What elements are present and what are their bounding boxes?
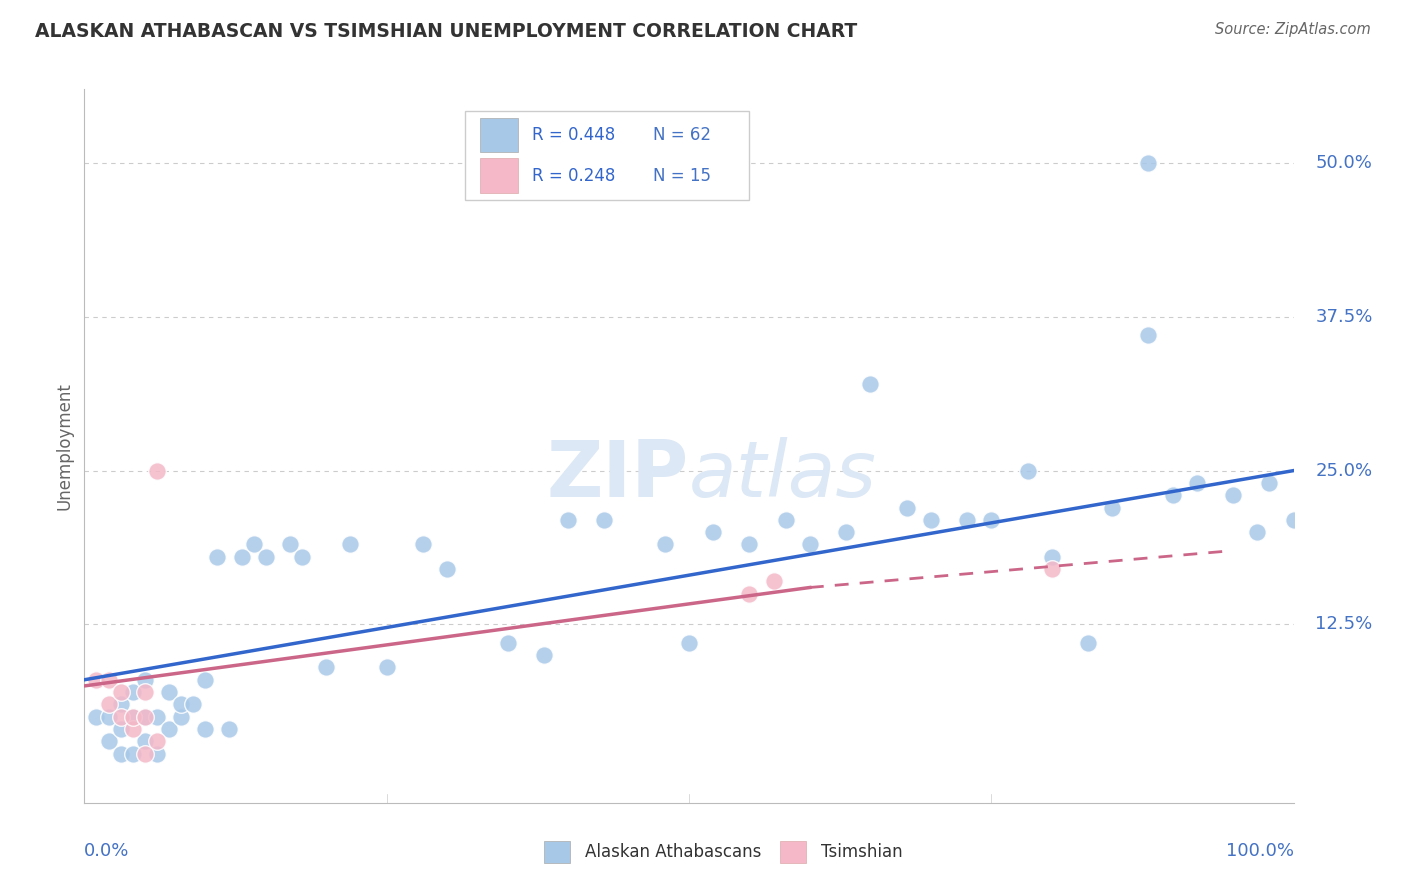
Point (533, 648, 555, 662)
Point (170, 698, 193, 712)
Point (134, 685, 156, 699)
Point (1137, 328, 1160, 343)
Point (86, 673, 108, 687)
Point (170, 709, 193, 723)
Point (134, 709, 156, 723)
Point (1017, 464, 1039, 478)
Point (835, 525, 858, 540)
Point (678, 636, 700, 650)
Point (146, 709, 169, 723)
Point (146, 464, 169, 478)
Text: 37.5%: 37.5% (1315, 308, 1372, 326)
Text: R = 0.448: R = 0.448 (531, 126, 614, 144)
Point (134, 709, 156, 723)
Point (1185, 475, 1208, 490)
Text: 12.5%: 12.5% (1315, 615, 1372, 633)
Point (121, 747, 143, 761)
Y-axis label: Unemployment: Unemployment (55, 382, 73, 510)
Point (134, 747, 156, 761)
Text: Alaskan Athabascans: Alaskan Athabascans (585, 843, 761, 861)
FancyBboxPatch shape (479, 159, 519, 193)
Point (242, 537, 264, 551)
Point (593, 513, 616, 527)
Point (1077, 636, 1099, 650)
Text: atlas: atlas (689, 436, 877, 513)
Text: N = 62: N = 62 (652, 126, 710, 144)
Point (231, 549, 253, 564)
Point (1246, 525, 1268, 540)
Text: Source: ZipAtlas.com: Source: ZipAtlas.com (1215, 22, 1371, 37)
Point (1282, 513, 1305, 527)
Point (436, 562, 458, 576)
Point (181, 698, 204, 712)
Point (97, 709, 120, 723)
Point (134, 673, 156, 687)
Point (97, 734, 120, 748)
Point (654, 537, 676, 551)
Point (775, 513, 797, 527)
Point (218, 722, 240, 736)
Point (1040, 562, 1063, 576)
Point (1101, 500, 1123, 515)
Point (121, 709, 143, 723)
Text: R = 0.248: R = 0.248 (531, 167, 614, 185)
Point (110, 747, 132, 761)
Text: Tsimshian: Tsimshian (821, 843, 903, 861)
Point (593, 156, 616, 170)
Point (412, 537, 434, 551)
Point (920, 513, 942, 527)
Point (1040, 549, 1063, 564)
Point (194, 673, 217, 687)
Point (254, 549, 277, 564)
Point (702, 525, 724, 540)
Point (375, 660, 398, 674)
Point (121, 709, 143, 723)
Point (278, 537, 301, 551)
Point (97, 673, 120, 687)
Point (339, 537, 361, 551)
Point (157, 722, 180, 736)
Point (859, 377, 882, 392)
Point (110, 698, 132, 712)
Text: ALASKAN ATHABASCAN VS TSIMSHIAN UNEMPLOYMENT CORRELATION CHART: ALASKAN ATHABASCAN VS TSIMSHIAN UNEMPLOY… (35, 22, 858, 41)
Point (738, 537, 761, 551)
Point (134, 734, 156, 748)
Point (980, 513, 1002, 527)
Point (557, 513, 579, 527)
Point (146, 734, 169, 748)
Point (194, 722, 217, 736)
FancyBboxPatch shape (479, 118, 519, 152)
Point (762, 574, 785, 589)
Point (1137, 156, 1160, 170)
Point (896, 500, 918, 515)
Point (110, 709, 132, 723)
Point (110, 722, 132, 736)
Text: 25.0%: 25.0% (1315, 461, 1372, 480)
FancyBboxPatch shape (779, 840, 806, 863)
Point (207, 549, 229, 564)
Text: 100.0%: 100.0% (1226, 842, 1294, 860)
Text: 50.0%: 50.0% (1315, 154, 1372, 172)
Point (121, 722, 143, 736)
FancyBboxPatch shape (465, 111, 749, 200)
Text: 0.0%: 0.0% (84, 842, 129, 860)
Point (1161, 488, 1184, 502)
Point (86, 709, 108, 723)
FancyBboxPatch shape (544, 840, 571, 863)
Point (291, 549, 314, 564)
Point (738, 587, 761, 601)
Point (496, 636, 519, 650)
Point (956, 513, 979, 527)
Point (121, 685, 143, 699)
Point (97, 698, 120, 712)
Point (315, 660, 337, 674)
Point (1258, 475, 1281, 490)
Point (1222, 488, 1244, 502)
Point (157, 685, 180, 699)
Text: N = 15: N = 15 (652, 167, 710, 185)
Point (146, 747, 169, 761)
Text: ZIP: ZIP (547, 436, 689, 513)
Point (110, 685, 132, 699)
Point (799, 537, 821, 551)
